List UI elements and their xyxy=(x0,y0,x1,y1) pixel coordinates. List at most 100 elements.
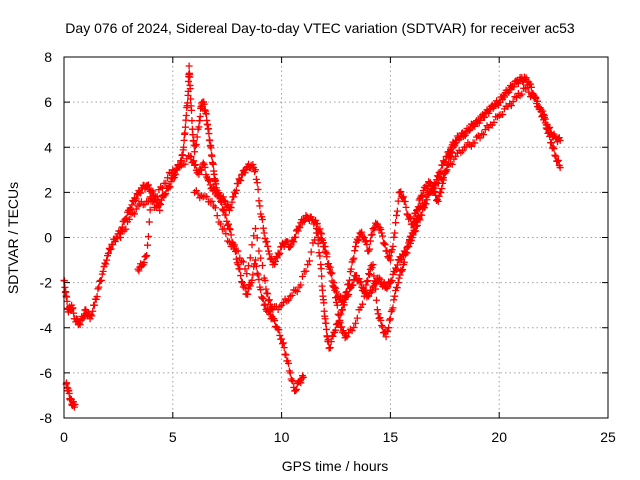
data-point xyxy=(369,261,377,269)
data-point xyxy=(146,206,154,214)
data-point xyxy=(466,125,474,133)
data-point xyxy=(144,241,152,249)
data-point xyxy=(523,84,531,92)
data-point xyxy=(316,252,324,260)
data-point xyxy=(509,98,517,106)
data-point xyxy=(143,252,151,260)
data-point xyxy=(391,229,399,237)
data-point xyxy=(490,118,498,126)
y-tick-label: -2 xyxy=(40,275,53,291)
data-point xyxy=(180,143,188,151)
data-point xyxy=(185,62,193,70)
data-point xyxy=(252,262,260,270)
data-point xyxy=(518,90,526,98)
data-point xyxy=(485,109,493,117)
data-point xyxy=(540,112,548,120)
y-tick-label: -4 xyxy=(40,320,53,336)
data-point xyxy=(142,252,150,260)
data-point xyxy=(259,295,267,303)
data-point xyxy=(207,144,215,152)
data-point xyxy=(219,193,227,201)
data-point xyxy=(379,232,387,240)
data-point xyxy=(254,271,262,279)
data-point xyxy=(205,176,213,184)
data-point xyxy=(551,151,559,159)
data-point xyxy=(318,272,326,280)
data-point xyxy=(399,193,407,201)
data-point xyxy=(243,270,251,278)
x-tick-label: 0 xyxy=(60,429,68,445)
data-point xyxy=(190,157,198,165)
data-point xyxy=(361,290,369,298)
data-point xyxy=(403,249,411,257)
data-point xyxy=(325,260,333,268)
data-point xyxy=(246,282,254,290)
data-point xyxy=(452,139,460,147)
data-point xyxy=(407,234,415,242)
data-point xyxy=(394,279,402,287)
data-point xyxy=(88,312,96,320)
data-point xyxy=(378,321,386,329)
data-point xyxy=(255,197,263,205)
data-point xyxy=(510,83,518,91)
data-point xyxy=(188,117,196,125)
data-point xyxy=(461,132,469,140)
data-point xyxy=(466,126,474,134)
data-point xyxy=(171,174,179,182)
data-point xyxy=(286,243,294,251)
data-point xyxy=(338,323,346,331)
data-point xyxy=(556,164,564,172)
data-point xyxy=(253,234,261,242)
data-point xyxy=(305,257,313,265)
data-point xyxy=(380,240,388,248)
data-point xyxy=(354,237,362,245)
data-point xyxy=(402,203,410,211)
data-point xyxy=(349,256,357,264)
data-point xyxy=(432,191,440,199)
data-point xyxy=(149,187,157,195)
data-point xyxy=(265,296,273,304)
data-point xyxy=(332,326,340,334)
data-point xyxy=(166,183,174,191)
data-point xyxy=(90,301,98,309)
data-point xyxy=(93,292,101,300)
data-point xyxy=(358,228,366,236)
data-point xyxy=(132,195,140,203)
data-point xyxy=(393,284,401,292)
data-point xyxy=(87,311,95,319)
data-point xyxy=(395,274,403,282)
data-point xyxy=(219,207,227,215)
data-point xyxy=(70,309,78,317)
data-point xyxy=(388,277,396,285)
y-tick-label: -6 xyxy=(40,365,53,381)
data-point xyxy=(441,169,449,177)
data-point xyxy=(246,254,254,262)
data-point xyxy=(386,252,394,260)
data-point xyxy=(345,276,353,284)
data-point xyxy=(383,247,391,255)
data-point xyxy=(396,189,404,197)
data-point xyxy=(140,258,148,266)
data-point xyxy=(122,225,130,233)
data-point xyxy=(193,133,201,141)
data-point xyxy=(392,265,400,273)
data-point xyxy=(99,267,107,275)
data-point xyxy=(234,261,242,269)
data-point xyxy=(149,198,157,206)
data-point xyxy=(272,257,280,265)
data-point xyxy=(332,284,340,292)
data-point xyxy=(68,305,76,313)
data-point xyxy=(330,279,338,287)
data-point xyxy=(396,271,404,279)
data-point xyxy=(297,379,305,387)
data-point xyxy=(541,119,549,127)
data-point xyxy=(97,276,105,284)
data-point xyxy=(322,319,330,327)
data-point xyxy=(443,161,451,169)
data-point xyxy=(400,258,408,266)
data-point xyxy=(320,299,328,307)
data-point xyxy=(426,179,434,187)
x-tick-label: 5 xyxy=(169,429,177,445)
data-point xyxy=(374,310,382,318)
data-point xyxy=(164,174,172,182)
